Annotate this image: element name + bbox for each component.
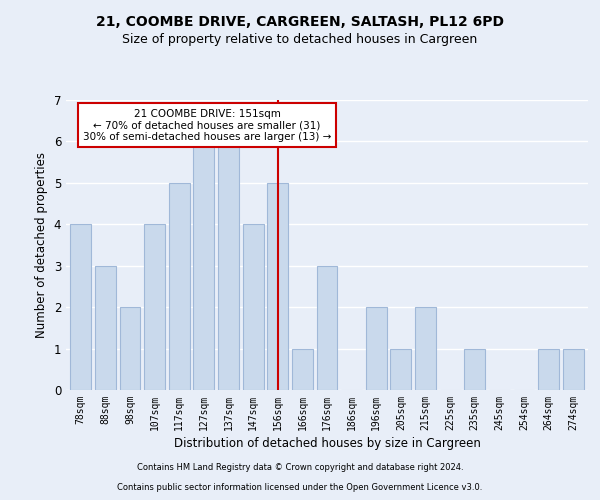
Bar	[144, 224, 165, 390]
Bar	[70, 224, 91, 390]
Text: Contains HM Land Registry data © Crown copyright and database right 2024.: Contains HM Land Registry data © Crown c…	[137, 464, 463, 472]
Y-axis label: Number of detached properties: Number of detached properties	[35, 152, 48, 338]
Text: Contains public sector information licensed under the Open Government Licence v3: Contains public sector information licen…	[118, 484, 482, 492]
Text: 21 COOMBE DRIVE: 151sqm
← 70% of detached houses are smaller (31)
30% of semi-de: 21 COOMBE DRIVE: 151sqm ← 70% of detache…	[83, 108, 331, 142]
Text: Size of property relative to detached houses in Cargreen: Size of property relative to detached ho…	[122, 32, 478, 46]
Bar	[366, 307, 387, 390]
Bar	[193, 142, 214, 390]
X-axis label: Distribution of detached houses by size in Cargreen: Distribution of detached houses by size …	[173, 437, 481, 450]
Bar	[242, 224, 263, 390]
Bar	[391, 348, 412, 390]
Bar	[95, 266, 116, 390]
Bar	[538, 348, 559, 390]
Bar	[119, 307, 140, 390]
Text: 21, COOMBE DRIVE, CARGREEN, SALTASH, PL12 6PD: 21, COOMBE DRIVE, CARGREEN, SALTASH, PL1…	[96, 15, 504, 29]
Bar	[218, 142, 239, 390]
Bar	[563, 348, 584, 390]
Bar	[292, 348, 313, 390]
Bar	[317, 266, 337, 390]
Bar	[415, 307, 436, 390]
Bar	[267, 183, 288, 390]
Bar	[464, 348, 485, 390]
Bar	[169, 183, 190, 390]
